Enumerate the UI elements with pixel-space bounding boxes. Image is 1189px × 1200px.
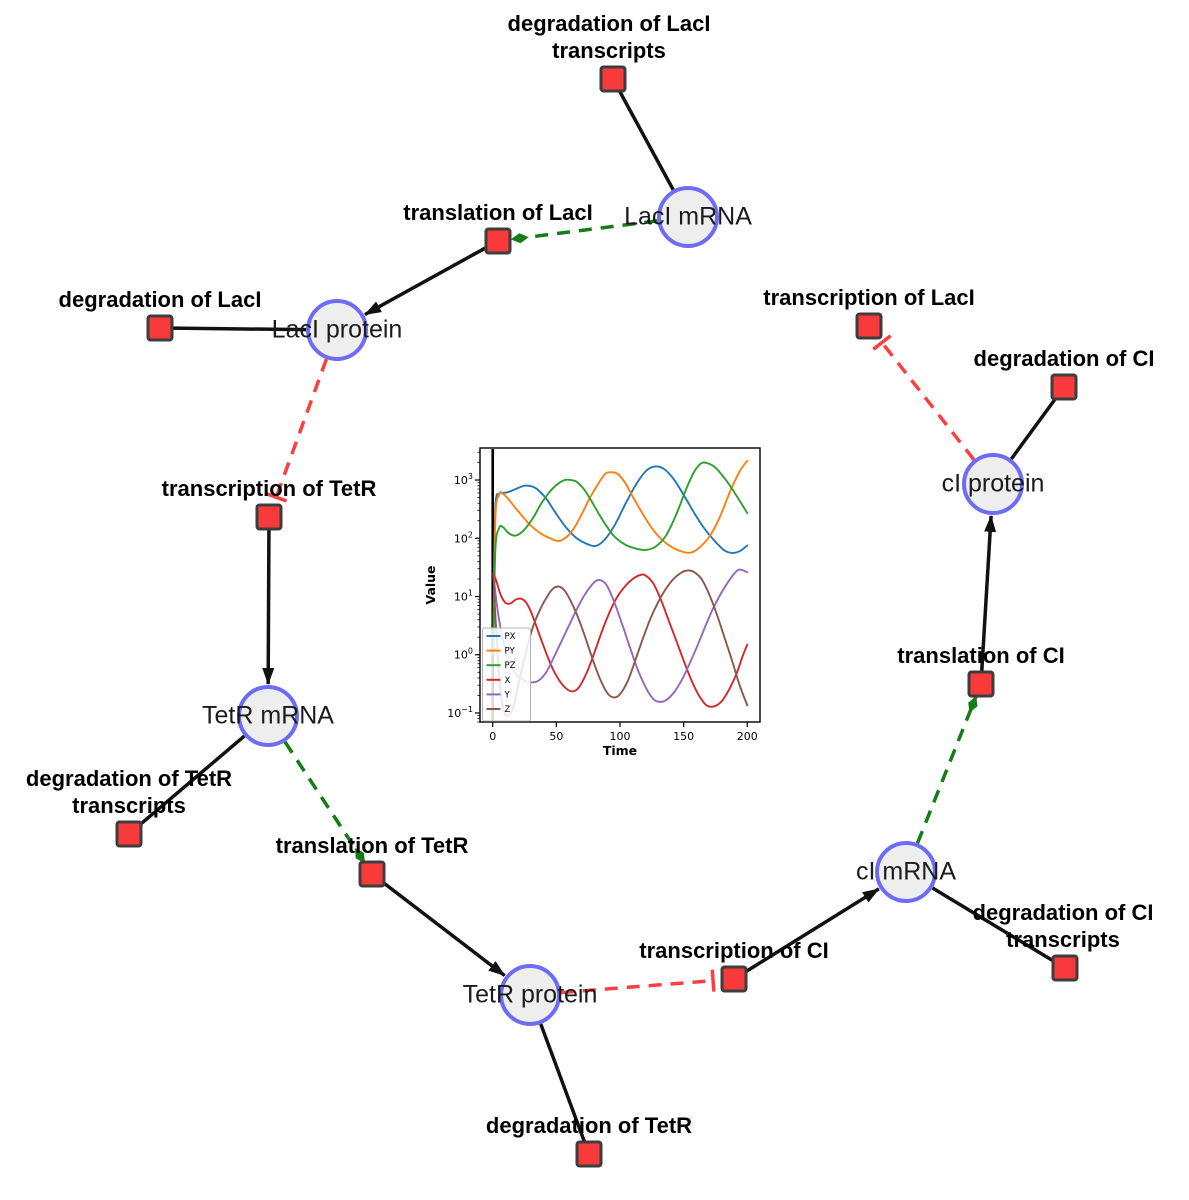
edge-consumption-laci-mrna-deg-laci-tx (617, 89, 675, 191)
reaction-node-txn-ci (720, 965, 748, 993)
x-tick-label: 200 (737, 730, 758, 743)
x-tick-label: 100 (610, 730, 631, 743)
species-label-laci-mrna: LacI mRNA (624, 202, 752, 231)
species-node-ci-protein (962, 453, 1024, 515)
reaction-label-txn-ci: transcription of CI (639, 937, 828, 964)
species-node-laci-protein (306, 299, 368, 361)
inhibition-tbar (265, 491, 288, 503)
series-line-PX (492, 465, 749, 639)
reaction-label-line: transcription of TetR (161, 476, 377, 501)
y-tick-label: 101 (454, 589, 473, 604)
reaction-label-line: translation of CI (897, 643, 1065, 668)
reaction-node-deg-tetr-tx (115, 820, 143, 848)
legend-label-X: X (505, 676, 511, 686)
edge-modifier-ci-mrna-transl-ci (915, 696, 978, 844)
reaction-label-line: transcription of CI (639, 938, 829, 963)
reaction-node-deg-ci-tx (1051, 954, 1079, 982)
reaction-node-deg-tetr (575, 1140, 603, 1168)
reaction-label-deg-laci-tx: degradation of LacI transcripts (508, 10, 711, 64)
edge-consumption-ci-mrna-deg-ci-tx (931, 886, 1055, 963)
reaction-label-line: transcripts (552, 38, 666, 63)
reaction-label-txn-tetr: transcription of TetR (162, 475, 377, 502)
reaction-node-transl-laci (484, 227, 512, 255)
reaction-node-deg-laci (146, 314, 174, 342)
species-node-laci-mrna (657, 186, 719, 248)
species-node-tetr-protein (499, 964, 561, 1026)
y-tick-label: 10−1 (447, 705, 473, 720)
edge-consumption-ci-protein-deg-ci (1009, 396, 1058, 461)
reaction-label-line: degradation of TetR (25, 766, 233, 791)
species-node-ci-mrna (875, 841, 937, 903)
inhibition-tbar (710, 969, 716, 992)
legend-label-Z: Z (505, 705, 511, 715)
reaction-label-line: translation of LacI (403, 200, 593, 225)
reaction-label-line: transcripts (1006, 927, 1120, 952)
reaction-label-line: transcripts (72, 793, 186, 818)
reaction-node-txn-tetr (255, 503, 283, 531)
reaction-label-txn-laci: transcription of LacI (763, 284, 974, 311)
edge-consumption-tetr-protein-deg-tetr (539, 1023, 587, 1143)
legend-label-PX: PX (505, 632, 516, 642)
reaction-label-deg-ci-tx: degradation of CI transcripts (973, 899, 1154, 953)
edge-consumption-tetr-mrna-deg-tetr-tx (137, 734, 246, 827)
edge-modifier-tetr-mrna-transl-tetr (283, 740, 366, 864)
edge-inhibition-laci-protein-txn-tetr (274, 358, 329, 498)
reaction-node-transl-ci (967, 670, 995, 698)
edge-production-txn-tetr-tetr-mrna (262, 529, 275, 686)
edge-modifier-laci-mrna-transl-laci (510, 219, 658, 244)
legend-label-PZ: PZ (505, 661, 516, 671)
legend: PX PY PZ XYZ (482, 627, 531, 722)
legend-label-Y: Y (504, 690, 511, 700)
species-label-ci-protein: cI protein (941, 469, 1045, 498)
edge-inhibition-tetr-protein-txn-ci (560, 978, 714, 995)
x-tick-label: 50 (549, 730, 563, 743)
x-axis-label: Time (603, 743, 637, 758)
species-node-tetr-mrna (237, 685, 299, 747)
x-tick-label: 150 (673, 730, 694, 743)
series-line-PY (492, 459, 749, 656)
reaction-label-deg-tetr: degradation of TetR (486, 1112, 692, 1139)
reaction-label-line: translation of TetR (275, 833, 469, 858)
edge-consumption-laci-protein-deg-laci (172, 326, 307, 332)
reaction-label-line: degradation of LacI (507, 11, 711, 36)
y-tick-label: 100 (454, 647, 473, 662)
species-label-tetr-protein: TetR protein (462, 980, 598, 1009)
species-label-laci-protein: LacI protein (271, 315, 403, 344)
reaction-label-deg-laci: degradation of LacI (59, 286, 262, 313)
species-label-ci-mrna: cI mRNA (856, 857, 956, 886)
edge-production-txn-ci-ci-mrna (744, 887, 880, 974)
reaction-label-transl-tetr: translation of TetR (276, 832, 469, 859)
reaction-node-deg-laci-tx (599, 65, 627, 93)
edge-production-transl-laci-laci-protein (364, 245, 488, 317)
x-tick-label: 0 (489, 730, 496, 743)
reaction-label-deg-tetr-tx: degradation of TetR transcripts (26, 765, 232, 819)
reaction-label-transl-laci: translation of LacI (403, 199, 592, 226)
y-tick-label: 102 (454, 530, 473, 545)
species-label-tetr-mrna: TetR mRNA (202, 701, 334, 730)
reaction-node-txn-laci (855, 312, 883, 340)
series-line-X (492, 572, 749, 708)
reaction-label-line: degradation of CI (972, 900, 1154, 925)
reaction-node-deg-ci (1050, 373, 1078, 401)
y-tick-label: 103 (454, 472, 473, 487)
inhibition-tbar (872, 334, 892, 351)
reaction-node-transl-tetr (358, 860, 386, 888)
edge-inhibition-ci-protein-txn-laci (880, 341, 976, 461)
series-line-PZ (492, 461, 749, 656)
reaction-label-line: degradation of TetR (485, 1113, 693, 1138)
reaction-label-transl-ci: translation of CI (897, 642, 1064, 669)
reaction-label-line: degradation of CI (973, 346, 1155, 371)
legend-label-PY: PY (505, 647, 516, 657)
inset-chart: 0 50 100 150 20010310210110010−1TimeValuePXP… (424, 447, 761, 758)
reaction-label-deg-ci: degradation of CI (974, 345, 1155, 372)
edge-production-transl-ci-ci-protein (980, 514, 997, 672)
reaction-label-line: degradation of LacI (58, 287, 262, 312)
reaction-label-line: transcription of LacI (763, 285, 975, 310)
edge-production-transl-tetr-tetr-protein (381, 880, 506, 977)
y-axis-label: Value (424, 565, 438, 604)
